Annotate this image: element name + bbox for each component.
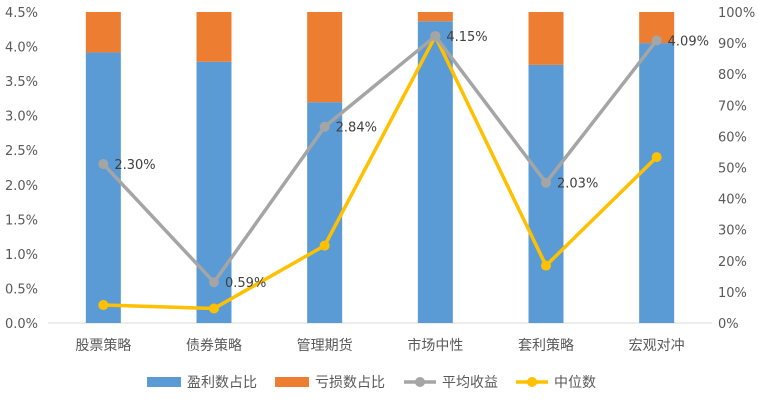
average-return-point: [651, 35, 662, 46]
profit-share-bar: [307, 102, 343, 323]
x-axis-category-label: 市场中性: [407, 337, 463, 354]
right-axis-tick-label: 90%: [718, 37, 747, 52]
left-axis-tick-label: 0.5%: [5, 282, 38, 297]
left-axis-tick-label: 2.0%: [5, 179, 38, 194]
median-point: [319, 240, 330, 251]
loss-share-bar: [196, 12, 232, 62]
average-return-data-label: 4.15%: [446, 30, 487, 45]
left-axis-tick-label: 1.5%: [5, 213, 38, 228]
legend-label: 平均收益: [442, 375, 498, 391]
legend-swatch: [147, 377, 181, 387]
x-axis-category-label: 管理期货: [297, 337, 353, 354]
legend-item-profit-share: 盈利数占比: [147, 375, 257, 391]
left-axis-tick-label: 3.5%: [5, 75, 38, 90]
right-axis-tick-label: 30%: [718, 224, 747, 239]
axes-group: 0.0% 0.5% 1.0% 1.5% 2.0% 2.5% 3.0% 3.5% 4.0% 4.5%…: [5, 6, 755, 354]
average-return-line: [102, 34, 659, 284]
median-line: [103, 34, 658, 311]
average-return-point: [319, 121, 330, 132]
profit-share-bar: [528, 64, 564, 324]
loss-share-bar: [85, 12, 121, 53]
left-axis-tick-label: 4.0%: [5, 41, 38, 56]
median-point: [209, 303, 219, 314]
right-axis-tick-label: 50%: [718, 162, 747, 177]
average-return-data-label: 4.09%: [668, 34, 709, 49]
median-point: [541, 260, 551, 271]
lines-group: [98, 31, 662, 314]
x-axis-category-label: 宏观对冲: [629, 338, 685, 354]
left-axis-tick-label: 0.0%: [5, 317, 38, 332]
legend-label: 中位数: [554, 375, 596, 391]
right-axis-tick-label: 20%: [718, 255, 747, 270]
average-return-point: [541, 177, 551, 188]
right-axis-tick-label: 60%: [718, 130, 747, 145]
legend-label: 盈利数占比: [187, 375, 257, 391]
average-return-point: [430, 31, 441, 42]
right-axis-tick-label: 40%: [718, 193, 747, 208]
legend-item-median: 中位数: [516, 375, 596, 391]
data-labels-group: 2.30% 0.59% 2.84% 4.15% 2.03% 4.09%: [114, 30, 709, 291]
legend: 盈利数占比 亏损数占比 平均收益 中位数: [147, 375, 596, 391]
right-axis-tick-label: 0%: [718, 317, 739, 332]
left-axis-tick-label: 1.0%: [5, 248, 38, 263]
x-axis-category-label: 股票策略: [75, 337, 131, 354]
right-axis-tick-label: 80%: [718, 68, 747, 83]
legend-marker: [527, 377, 537, 387]
profit-share-bar: [639, 43, 675, 323]
average-return-point: [98, 159, 109, 170]
right-axis-tick-label: 100%: [718, 6, 755, 21]
average-return-data-label: 2.84%: [336, 121, 377, 136]
legend-label: 亏损数占比: [315, 375, 385, 391]
right-axis-tick-label: 70%: [718, 99, 747, 114]
bars-group: [85, 12, 675, 324]
profit-share-bar: [417, 21, 453, 324]
left-axis-tick-label: 2.5%: [5, 144, 38, 159]
average-return-point: [209, 277, 219, 288]
median-point: [98, 300, 109, 311]
loss-share-bar: [417, 12, 453, 22]
average-return-data-label: 2.03%: [557, 177, 598, 192]
median-point: [651, 152, 662, 163]
left-axis-tick-label: 3.0%: [5, 110, 38, 125]
right-axis-tick-label: 10%: [718, 286, 747, 301]
legend-item-loss-share: 亏损数占比: [275, 375, 385, 391]
legend-marker: [415, 377, 425, 387]
x-axis-category-label: 套利策略: [518, 337, 574, 354]
average-return-data-label: 0.59%: [225, 276, 266, 291]
loss-share-bar: [307, 12, 343, 103]
x-axis-category-label: 债券策略: [186, 337, 242, 354]
loss-share-bar: [528, 12, 564, 65]
profit-share-bar: [85, 52, 121, 324]
left-axis-tick-label: 4.5%: [5, 6, 38, 21]
average-return-data-label: 2.30%: [114, 158, 155, 173]
legend-item-average-return: 平均收益: [404, 375, 498, 391]
legend-swatch: [275, 377, 309, 387]
